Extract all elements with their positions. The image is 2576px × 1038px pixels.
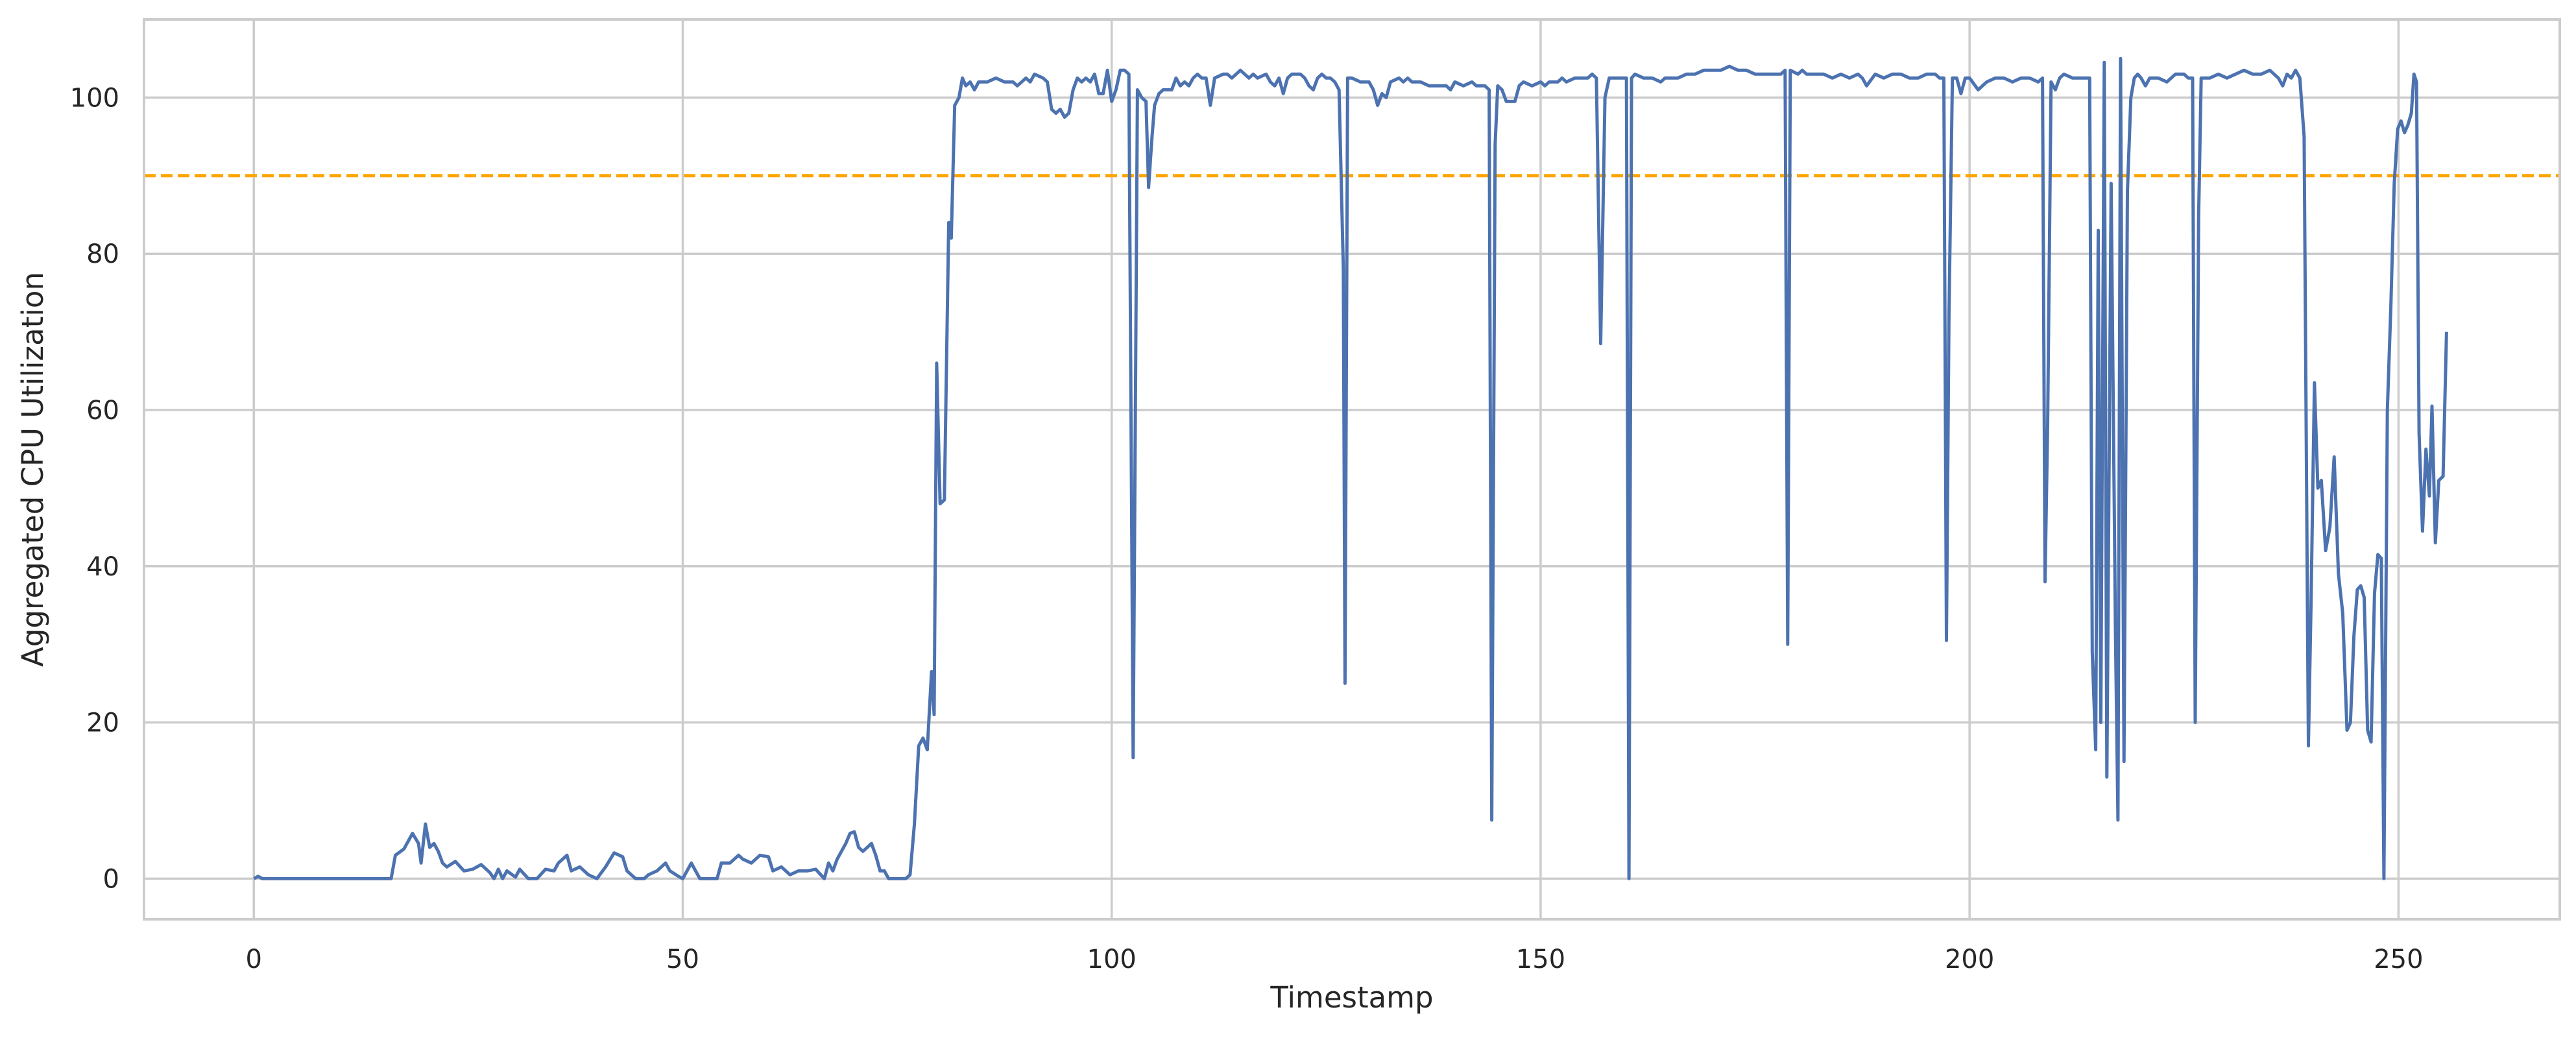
x-tick-label: 250 — [2374, 945, 2423, 974]
x-tick-label: 0 — [246, 945, 262, 974]
x-axis-label: Timestamp — [1270, 980, 1433, 1015]
x-tick-label: 100 — [1087, 945, 1137, 974]
y-tick-label: 0 — [103, 864, 119, 894]
x-tick-label: 200 — [1945, 945, 1994, 974]
y-tick-label: 100 — [70, 83, 119, 113]
y-tick-label: 80 — [86, 239, 119, 269]
plot-frame — [143, 18, 2561, 921]
y-tick-label: 40 — [86, 552, 119, 582]
cpu-utilization-series-line — [253, 56, 2448, 880]
y-tick-label: 20 — [86, 708, 119, 738]
x-tick-label: 50 — [666, 945, 699, 974]
y-axis-label: Aggregated CPU Utilization — [16, 272, 50, 667]
y-tick-label: 60 — [86, 396, 119, 426]
x-tick-label: 150 — [1516, 945, 1565, 974]
